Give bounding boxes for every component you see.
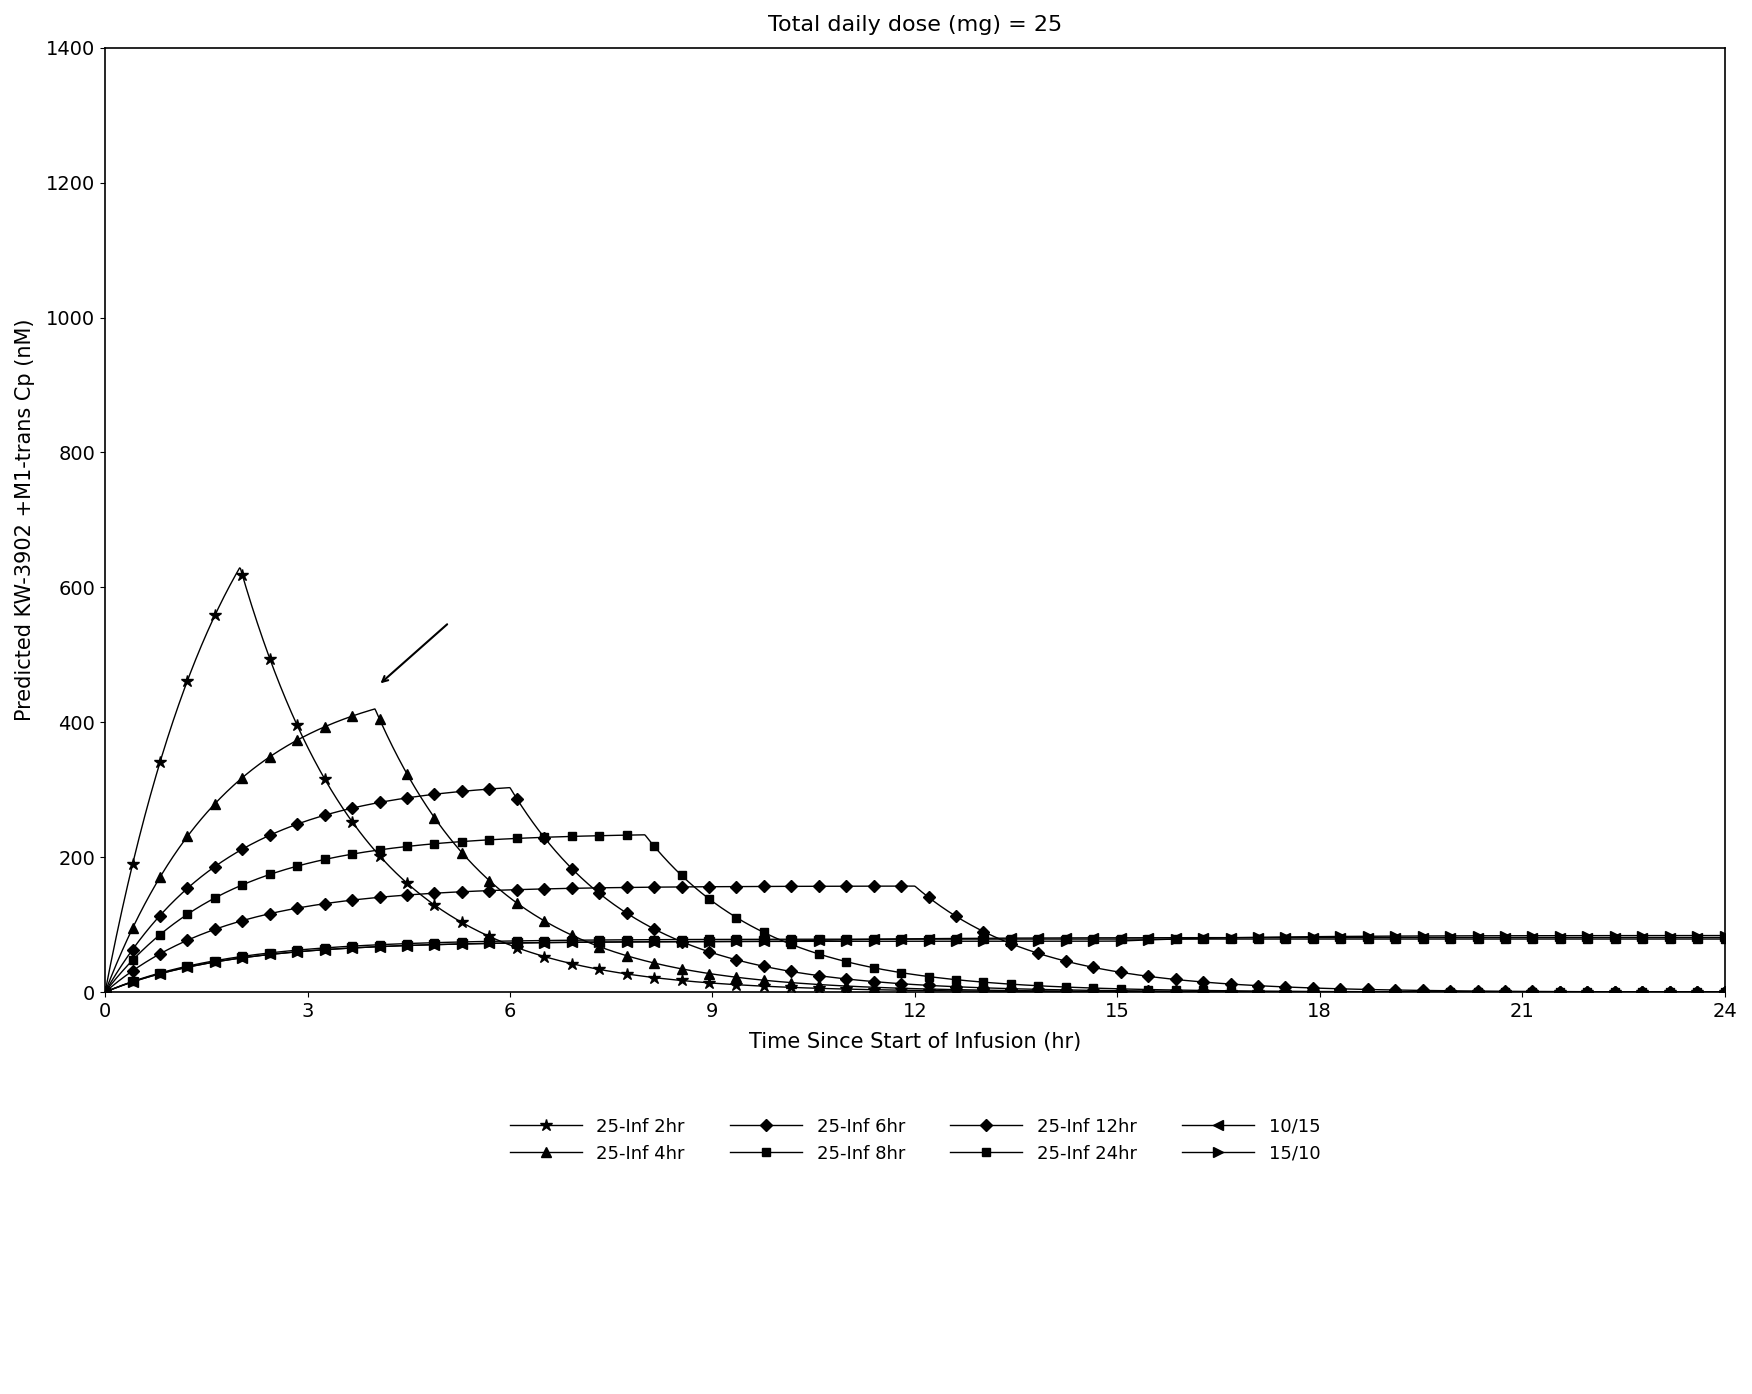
Title: Total daily dose (mg) = 25: Total daily dose (mg) = 25	[767, 15, 1062, 35]
X-axis label: Time Since Start of Infusion (hr): Time Since Start of Infusion (hr)	[748, 1032, 1081, 1052]
Legend: 25-Inf 2hr, 25-Inf 4hr, 25-Inf 6hr, 25-Inf 8hr, 25-Inf 12hr, 25-Inf 24hr, 10/15,: 25-Inf 2hr, 25-Inf 4hr, 25-Inf 6hr, 25-I…	[501, 1108, 1330, 1172]
Y-axis label: Predicted KW-3902 +M1-trans Cp (nM): Predicted KW-3902 +M1-trans Cp (nM)	[16, 319, 35, 721]
